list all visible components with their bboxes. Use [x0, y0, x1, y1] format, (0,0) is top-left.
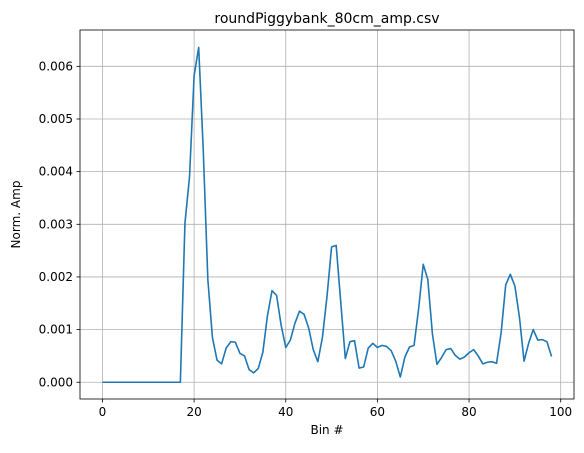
x-axis-title: Bin # — [310, 423, 343, 437]
y-tick-label: 0.004 — [39, 165, 73, 179]
chart-title: roundPiggybank_80cm_amp.csv — [214, 11, 439, 27]
plot-frame — [79, 29, 575, 400]
y-tick-label: 0.001 — [39, 323, 73, 337]
y-axis-title: Norm. Amp — [9, 181, 23, 249]
y-tick-label: 0.005 — [39, 112, 73, 126]
x-tick-label: 20 — [186, 405, 201, 419]
x-tick-label: 0 — [99, 405, 107, 419]
series-line — [102, 46, 553, 384]
x-tick-label: 80 — [461, 405, 476, 419]
y-tick-label: 0.002 — [39, 270, 73, 284]
y-tick-label: 0.000 — [39, 375, 73, 389]
series-layer — [102, 46, 553, 384]
y-tick-label: 0.006 — [39, 59, 73, 73]
grid-lines — [80, 30, 574, 399]
x-tick-label: 40 — [278, 405, 293, 419]
y-tick-label: 0.003 — [39, 217, 73, 231]
x-tick-label: 100 — [549, 405, 572, 419]
x-tick-label: 60 — [370, 405, 385, 419]
ticks-layer: 0 20 40 60 80 100 0.000 0.001 0.002 0.003 0.004 0.0… — [39, 59, 573, 419]
